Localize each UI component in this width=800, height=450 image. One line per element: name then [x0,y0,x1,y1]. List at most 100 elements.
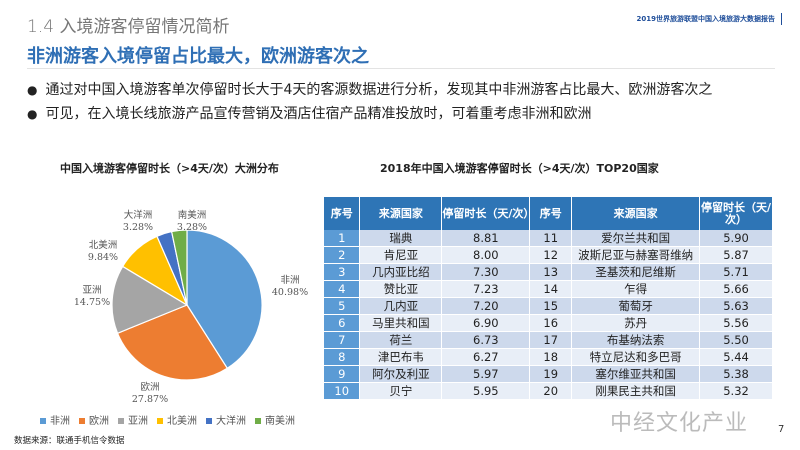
rank-cell: 11 [529,230,573,248]
slice-label: 亚洲 14.75% [72,285,112,309]
legend-swatch [206,418,212,424]
bullet-2: 可见，在入境长线旅游产品宣传营销及酒店住宿产品精准投放时，可着重考虑非洲和欧洲 [27,103,591,123]
legend-item: 欧洲 [79,412,109,427]
rank-cell: 18 [529,348,573,367]
country-cell: 荷兰 [359,331,443,350]
duration-cell: 5.71 [699,263,773,282]
country-cell: 阿尔及利亚 [359,365,443,384]
slice-name: 北美洲 [88,240,118,251]
legend-label: 非洲 [50,416,70,427]
col-header: 序号 [529,197,573,230]
rank-cell: 5 [324,297,361,316]
duration-cell: 5.97 [441,365,531,384]
country-cell: 布基纳法索 [571,331,701,350]
rank-cell: 7 [324,331,361,350]
slice-value: 3.28% [122,222,154,233]
table-row: 8 津巴布韦 6.27 18 特立尼达和多巴哥 5.44 [324,348,773,367]
slice-label: 欧洲 27.87% [130,382,170,406]
country-cell: 津巴布韦 [359,348,443,367]
duration-cell: 6.90 [441,314,531,333]
col-header: 停留时长（天/次） [441,197,534,230]
country-cell: 塞尔维亚共和国 [571,365,701,384]
table-row: 3 几内亚比绍 7.30 13 圣基茨和尼维斯 5.71 [324,263,773,282]
legend-item: 北美洲 [157,412,197,427]
country-cell: 几内亚比绍 [359,263,443,282]
duration-cell: 5.38 [699,365,773,384]
duration-cell: 7.23 [441,280,531,299]
slice-name: 非洲 [280,275,300,286]
slice-value: 3.28% [176,222,208,233]
bullet-1: 通过对中国入境游客单次停留时长大于4天的客源数据进行分析，发现其中非洲游客占比最… [27,79,712,99]
col-header: 序号 [324,197,361,230]
country-cell: 特立尼达和多巴哥 [571,348,701,367]
rank-cell: 2 [324,246,361,265]
rank-cell: 6 [324,314,361,333]
slice-name: 欧洲 [140,382,160,393]
duration-cell: 5.32 [699,382,773,401]
duration-cell: 6.27 [441,348,531,367]
rank-cell: 4 [324,280,361,299]
legend-swatch [79,418,85,424]
duration-cell: 5.95 [441,382,531,401]
duration-cell: 7.20 [441,297,531,316]
legend-swatch [40,418,46,424]
page-number: 7 [778,424,785,435]
legend-swatch [157,418,163,424]
legend-item: 大洋洲 [206,412,246,427]
duration-cell: 5.63 [699,297,773,316]
slice-value: 14.75% [73,297,111,308]
country-cell: 瑞典 [359,230,443,248]
table-row: 1 瑞典 8.81 11 爱尔兰共和国 5.90 [324,230,773,248]
pie-slice-5 [170,229,188,306]
slice-label: 北美洲 9.84% [83,240,123,264]
country-cell: 乍得 [571,280,701,299]
table-row: 7 荷兰 6.73 17 布基纳法索 5.50 [324,331,773,350]
slice-label: 大洋洲 3.28% [118,210,158,234]
duration-cell: 7.30 [441,263,531,282]
rank-cell: 1 [324,230,361,248]
duration-cell: 6.73 [441,331,531,350]
country-cell: 圣基茨和尼维斯 [571,263,701,282]
slice-value: 27.87% [131,394,169,405]
country-cell: 苏丹 [571,314,701,333]
country-cell: 刚果民主共和国 [571,382,701,401]
rank-cell: 8 [324,348,361,367]
rank-cell: 13 [529,263,573,282]
table-row: 4 赞比亚 7.23 14 乍得 5.66 [324,280,773,299]
watermark: 中经文化产业 [610,411,749,436]
legend-label: 大洋洲 [216,416,246,427]
pie-slice-1 [116,304,229,381]
duration-cell: 5.50 [699,331,773,350]
duration-cell: 8.81 [441,230,531,248]
country-cell: 爱尔兰共和国 [571,230,701,248]
col-header: 来源国家 [359,197,443,230]
rank-cell: 17 [529,331,573,350]
legend-swatch [118,418,124,424]
pie-title: 中国入境游客停留时长（>4天/次）大洲分布 [60,162,279,175]
rank-cell: 15 [529,297,573,316]
legend-label: 南美洲 [265,416,295,427]
country-cell: 葡萄牙 [571,297,701,316]
legend-item: 南美洲 [255,412,295,427]
duration-cell: 5.66 [699,280,773,299]
rank-cell: 20 [529,382,573,401]
table-row: 2 肯尼亚 8.00 12 波斯尼亚与赫塞哥维纳 5.87 [324,246,773,265]
country-cell: 几内亚 [359,297,443,316]
duration-cell: 8.00 [441,246,531,265]
slice-name: 南美洲 [177,210,207,221]
table-row: 10 贝宁 5.95 20 刚果民主共和国 5.32 [324,382,773,401]
duration-cell: 5.44 [699,348,773,367]
slice-value: 9.84% [87,252,119,263]
section-title: 1.4 入境游客停留情况简析 [27,17,230,37]
rank-cell: 16 [529,314,573,333]
legend-label: 亚洲 [128,416,148,427]
legend-item: 非洲 [40,412,70,427]
rank-cell: 10 [324,382,361,401]
duration-cell: 5.87 [699,246,773,265]
slice-name: 大洋洲 [123,210,153,221]
country-cell: 贝宁 [359,382,443,401]
legend-label: 欧洲 [89,416,109,427]
legend-item: 亚洲 [118,412,148,427]
slice-label: 非洲 40.98% [270,275,310,299]
